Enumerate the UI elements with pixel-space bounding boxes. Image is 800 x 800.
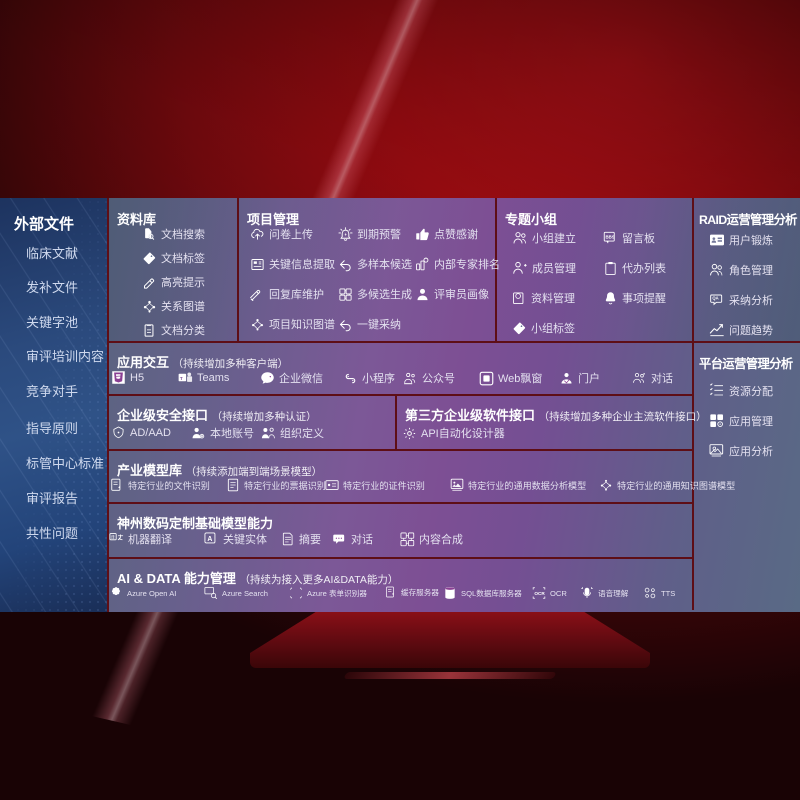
svg-text:A: A (207, 535, 212, 542)
svg-text:BBS: BBS (606, 234, 615, 239)
svg-text:T: T (180, 376, 183, 381)
svg-text:OCR: OCR (534, 591, 545, 596)
svg-text:QA: QA (712, 296, 718, 301)
svg-text:译: 译 (111, 534, 115, 539)
